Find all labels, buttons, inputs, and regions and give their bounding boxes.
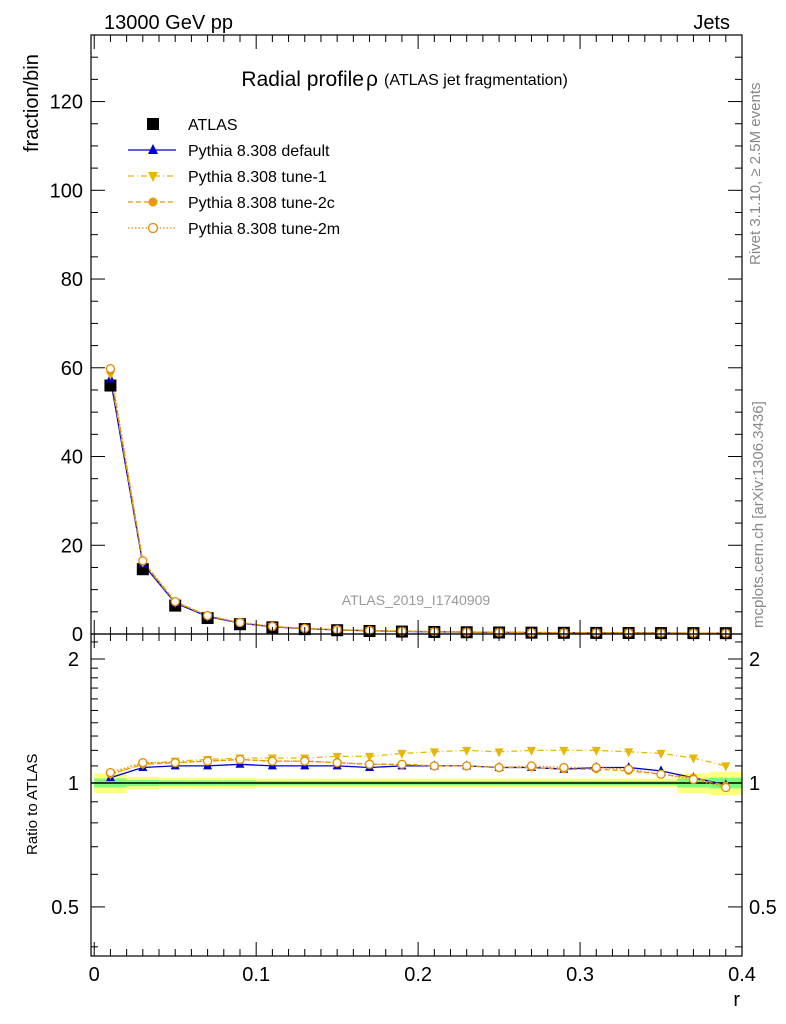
ratio-line-pythia-8-308-default: [110, 763, 726, 786]
plot-subtitle: (ATLAS jet fragmentation): [384, 72, 568, 89]
ratio-point-pythia-8-308-tune-1: [429, 748, 439, 758]
ratio-point-pythia-8-308-tune-1: [365, 752, 375, 762]
legend-label: Pythia 8.308 default: [188, 143, 330, 160]
ratio-point-pythia-8-308-tune-1: [559, 746, 569, 756]
y-tick-label: 80: [61, 269, 83, 291]
legend-label: Pythia 8.308 tune-2c: [188, 195, 335, 212]
y-tick-label: 40: [61, 447, 83, 469]
source-label: mcplots.cern.ch [arXiv:1306.3436]: [750, 401, 767, 628]
ratio-plot-frame: [90, 633, 743, 957]
ratio-point-pythia-8-308-tune-1: [656, 749, 666, 759]
ratio-point-pythia-8-308-tune-1: [721, 762, 731, 772]
ratio-y-tick-label: 1: [68, 773, 79, 795]
legend-label: ATLAS: [188, 117, 238, 134]
ratio-point-pythia-8-308-tune-1: [494, 748, 504, 758]
x-tick-label: 0.1: [242, 964, 270, 986]
ratio-point-pythia-8-308-tune-2m: [559, 762, 569, 773]
series-point-pythia-8-308-tune-2m: [105, 364, 116, 374]
ratio-y-tick-label-right: 0.5: [749, 897, 777, 919]
ratio-point-pythia-8-308-tune-2m: [202, 756, 213, 766]
x-tick-label: 0.2: [404, 964, 432, 986]
ratio-point-pythia-8-308-tune-2m: [656, 769, 666, 779]
ratio-line-pythia-8-308-tune-2c: [110, 758, 726, 787]
ratio-point-pythia-8-308-tune-2m: [623, 764, 634, 774]
ratio-y-tick-label: 0.5: [51, 897, 79, 919]
ratio-point-pythia-8-308-tune-1: [591, 746, 601, 756]
ratio-point-pythia-8-308-tune-1: [462, 746, 472, 756]
ratio-point-pythia-8-308-tune-1: [688, 754, 698, 764]
main-plot-panel: 0 20 40 60 80 100 120 Radial profile ρ (ATLAS …: [21, 34, 743, 646]
ratio-point-pythia-8-308-tune-2m: [688, 774, 699, 785]
x-tick-label: 0.4: [728, 964, 756, 986]
ratio-point-pythia-8-308-tune-1: [624, 748, 634, 758]
legend-marker: [148, 197, 158, 207]
ratio-point-pythia-8-308-tune-2m: [429, 761, 439, 771]
ratio-point-pythia-8-308-tune-1: [526, 746, 536, 756]
ratio-line-pythia-8-308-tune-1: [110, 749, 726, 775]
y-tick-label: 120: [50, 92, 83, 114]
ratio-point-pythia-8-308-tune-2m: [170, 758, 180, 768]
series-point-pythia-8-308-tune-2m: [202, 610, 213, 621]
plot-title-symbol: ρ: [366, 68, 378, 91]
y-tick-label: 60: [61, 358, 83, 380]
legend-marker: [148, 144, 158, 154]
ratio-point-pythia-8-308-tune-2m: [526, 761, 537, 771]
legend-label: Pythia 8.308 tune-2m: [188, 221, 340, 238]
atlas-data-point: [104, 379, 117, 392]
ratio-point-pythia-8-308-tune-1: [332, 752, 342, 762]
x-tick-label: 0: [89, 964, 100, 986]
ratio-point-pythia-8-308-tune-2m: [591, 762, 601, 773]
energy-label: 13000 GeV pp: [104, 12, 233, 34]
x-axis-label: r: [733, 989, 740, 1011]
ratio-point-pythia-8-308-tune-2m: [332, 758, 342, 768]
ratio-point-pythia-8-308-tune-2m: [105, 767, 116, 778]
ratio-point-pythia-8-308-tune-2m: [267, 756, 278, 766]
ratio-point-pythia-8-308-tune-2m: [721, 782, 731, 793]
ratio-y-axis-label: Ratio to ATLAS: [24, 754, 41, 855]
ratio-y-tick-label-right: 1: [749, 773, 760, 795]
ratio-plot-panel: 0.5 0.51 12 2 0 0.1 0.2 0.3 0.4 Ratio to ATLAS …: [24, 633, 777, 1011]
ratio-point-pythia-8-308-tune-2m: [300, 756, 310, 766]
y-tick-label: 0: [72, 624, 83, 646]
ratio-y-tick-label: 2: [68, 649, 79, 671]
legend-marker: [148, 172, 158, 182]
legend: ATLAS Pythia 8.308 default Pythia 8.308 tu…: [128, 117, 340, 238]
legend-marker-atlas: [147, 118, 159, 130]
legend-marker: [147, 222, 159, 234]
y-tick-label: 100: [50, 180, 83, 202]
y-axis-label: fraction/bin: [21, 54, 43, 152]
ratio-y-tick-label-right: 2: [749, 649, 760, 671]
x-tick-label: 0.3: [566, 964, 594, 986]
y-tick-label: 20: [61, 535, 83, 557]
series-point-pythia-8-308-tune-2m: [138, 556, 148, 566]
series-point-pythia-8-308-tune-2m: [170, 596, 180, 607]
ratio-point-pythia-8-308-tune-2m: [138, 758, 148, 768]
rivet-label: Rivet 3.1.10, ≥ 2.5M events: [747, 83, 764, 266]
category-label: Jets: [693, 12, 730, 34]
ratio-point-pythia-8-308-tune-2m: [364, 759, 375, 769]
analysis-watermark: ATLAS_2019_I1740909: [342, 592, 491, 608]
legend-label: Pythia 8.308 tune-1: [188, 169, 327, 186]
series-point-pythia-8-308-tune-2m: [235, 617, 245, 628]
ratio-line-pythia-8-308-tune-2m: [110, 758, 726, 789]
ratio-point-pythia-8-308-tune-2m: [397, 759, 407, 769]
ratio-point-pythia-8-308-tune-2m: [235, 754, 245, 765]
ratio-point-pythia-8-308-tune-2m: [462, 761, 472, 771]
plot-title: Radial profile: [241, 68, 364, 91]
ratio-point-pythia-8-308-tune-1: [397, 749, 407, 759]
ratio-point-pythia-8-308-tune-2m: [494, 762, 504, 773]
